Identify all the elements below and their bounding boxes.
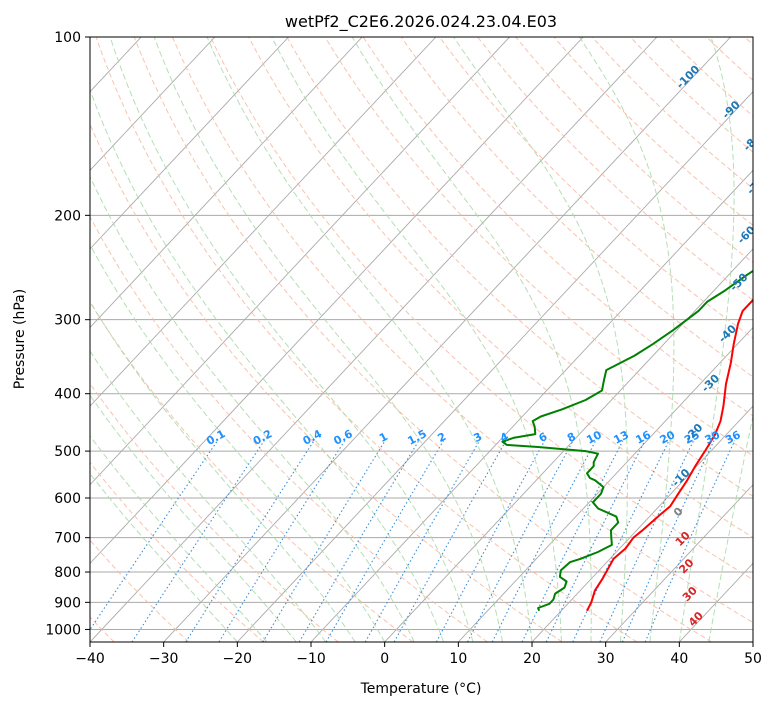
- y-tick-label: 800: [54, 565, 81, 581]
- plot-area: [90, 37, 753, 642]
- x-tick-label: 50: [744, 651, 762, 667]
- x-tick-label: 20: [523, 651, 541, 667]
- mixing-ratio-label: 20: [658, 428, 678, 447]
- mixing-ratio-label: 30: [703, 428, 723, 447]
- dry-adiabat-line: [515, 37, 753, 264]
- temperature-profile-line: [586, 298, 753, 612]
- x-tick-label: 40: [670, 651, 688, 667]
- isotherm-line: [384, 248, 753, 642]
- y-tick-label: 900: [54, 595, 81, 611]
- isotherm-line: [605, 484, 753, 642]
- mixing-ratio-label: 16: [633, 428, 653, 447]
- isotherm-line: [163, 37, 731, 642]
- moist-adiabat-line: [271, 37, 562, 642]
- dry-adiabat-line: [90, 461, 264, 642]
- moist-adiabat-line: [109, 37, 474, 642]
- moist-adiabat-line: [90, 300, 356, 642]
- mixing-ratio-line: [298, 440, 420, 642]
- moist-adiabat-line: [578, 37, 675, 642]
- dry-adiabat-line: [210, 37, 753, 581]
- axes: −40 −30 −20 −10 0 10 20 30 40 50 100 200 300 400 500 60…: [45, 30, 762, 667]
- x-axis-label: Temperature (°C): [360, 681, 482, 697]
- mixing-ratio-line: [262, 440, 386, 642]
- dry-adiabat-line: [90, 539, 190, 642]
- dry-adiabat-line: [324, 37, 753, 457]
- profile-layer: [501, 269, 753, 612]
- dry-adiabat-line: [90, 123, 563, 642]
- dry-adiabat-line: [95, 37, 638, 642]
- moist-adiabat-line: [153, 37, 503, 642]
- moist-adiabat-line: [708, 413, 753, 642]
- y-tick-label: 700: [54, 531, 81, 547]
- y-axis-label: Pressure (hPa): [12, 289, 28, 389]
- mixing-ratio-line: [491, 440, 597, 642]
- x-tick-label: −20: [223, 651, 253, 667]
- plot-frame: [89, 36, 754, 643]
- x-tick-label: −10: [296, 651, 326, 667]
- isotherm-line: [90, 37, 658, 642]
- mixing-ratio-line: [364, 440, 480, 642]
- dry-adiabat-line: [171, 37, 753, 624]
- y-tick-label: 100: [54, 30, 81, 46]
- chart-title: wetPf2_C2E6.2026.024.23.04.E03: [285, 12, 557, 32]
- isotherm-line: [90, 37, 289, 250]
- dry-adiabat-line: [400, 37, 753, 378]
- moist-adiabat-line: [90, 175, 415, 642]
- moist-adiabat-line: [90, 243, 386, 642]
- x-tick-label: −40: [75, 651, 105, 667]
- dry-adiabat-line: [591, 37, 753, 190]
- moist-adiabat-line: [90, 472, 238, 642]
- isotherm-line: [237, 91, 753, 642]
- dry-adiabat-line: [362, 37, 753, 417]
- y-tick-label: 1000: [45, 622, 81, 638]
- isotherm-line: [90, 37, 216, 171]
- isotherm-line: [90, 37, 510, 486]
- dry-adiabat-line: [248, 37, 753, 539]
- grid-layer: [90, 37, 753, 642]
- y-tick-label: 400: [54, 387, 81, 403]
- mixing-ratio-label: 25: [682, 428, 702, 447]
- mixing-ratio-line: [599, 440, 695, 642]
- mixing-ratio-line: [467, 440, 574, 642]
- moist-adiabat-line: [90, 394, 297, 642]
- mixing-ratio-line: [621, 440, 715, 642]
- isotherm-line: [90, 37, 584, 565]
- dry-adiabat-line: [90, 382, 339, 642]
- moist-adiabat-line: [453, 37, 628, 642]
- mixing-ratio-line: [90, 440, 219, 631]
- mixing-ratio-line: [644, 440, 736, 642]
- isotherm-line: [90, 37, 363, 329]
- y-tick-label: 600: [54, 491, 81, 507]
- moist-adiabat-line: [90, 350, 327, 642]
- mixing-ratio-label: 10: [584, 428, 604, 447]
- moist-adiabat-line: [678, 37, 735, 642]
- dry-adiabat-line: [286, 37, 753, 497]
- dewpoint-profile-line: [501, 269, 753, 612]
- x-tick-label: −30: [149, 651, 179, 667]
- mixing-ratio-line: [545, 440, 646, 642]
- dry-adiabat-label: -70: [744, 174, 767, 197]
- isotherm-line: [90, 37, 437, 407]
- y-tick-label: 300: [54, 313, 81, 329]
- mixing-ratio-label: 13: [611, 428, 631, 447]
- x-tick-label: 30: [597, 651, 615, 667]
- mixing-ratio-label: 36: [723, 428, 743, 447]
- moist-adiabat-line: [351, 37, 592, 642]
- moist-adiabat-line: [90, 88, 445, 642]
- dry-adiabat-line: [439, 37, 753, 339]
- mixing-ratio-line: [131, 440, 265, 642]
- y-tick-label: 500: [54, 444, 81, 460]
- x-tick-label: 0: [380, 651, 389, 667]
- mixing-ratio-line: [325, 440, 444, 642]
- x-tick-label: 10: [449, 651, 467, 667]
- y-tick-label: 200: [54, 208, 81, 224]
- moist-adiabat-line: [206, 37, 533, 642]
- dry-adiabat-line: [133, 37, 712, 642]
